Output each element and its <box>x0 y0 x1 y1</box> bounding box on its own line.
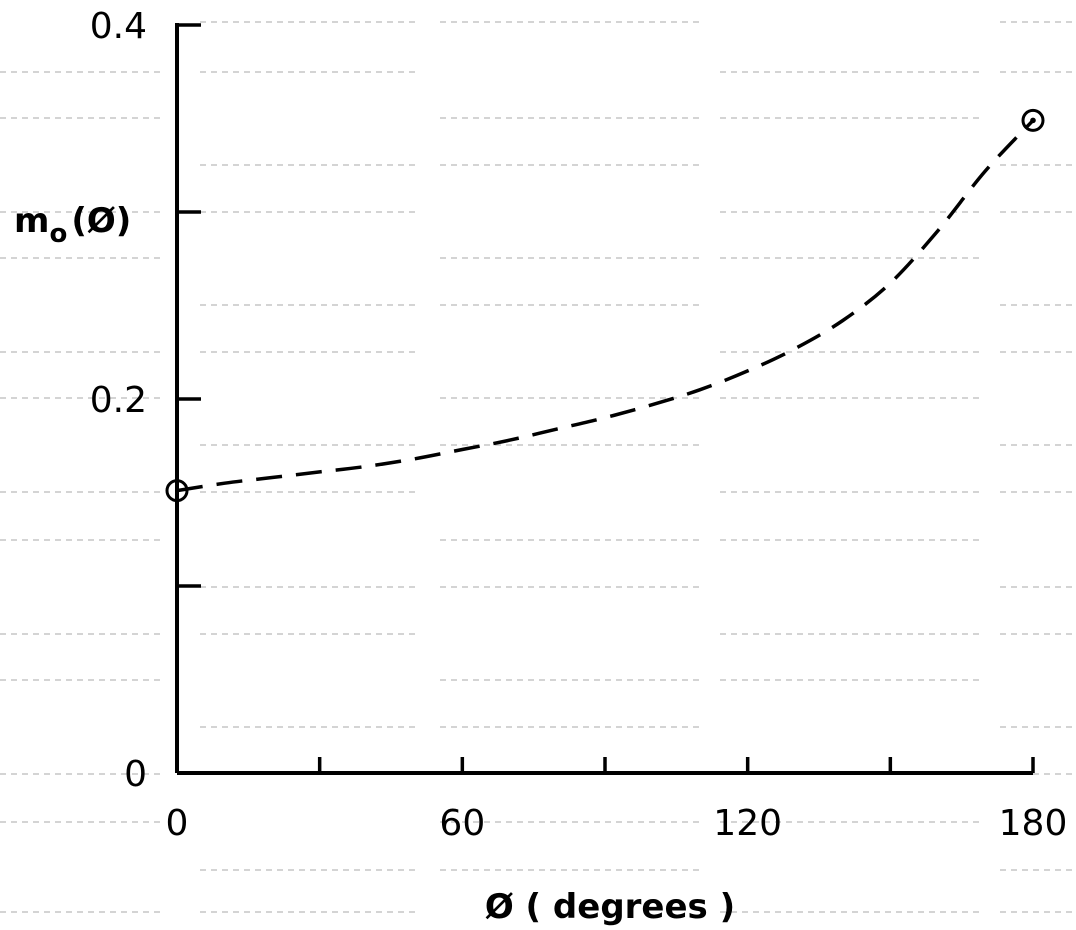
x-tick-label: 60 <box>439 803 485 844</box>
axis-labels: Ø ( degrees ) mo (Ø) <box>14 201 735 927</box>
series-line <box>176 119 1035 493</box>
ticks: 0 60 120 180 0 0.2 0.4 <box>90 6 1068 844</box>
series <box>176 119 1035 493</box>
x-axis-label: Ø ( degrees ) <box>485 887 735 927</box>
x-tick-label: 120 <box>713 803 782 844</box>
scan-noise <box>0 21 1076 913</box>
x-tick-label: 0 <box>166 803 189 844</box>
y-tick-label: 0 <box>124 754 147 795</box>
y-axis-label-sub: o <box>49 219 67 249</box>
x-tick-label: 180 <box>999 803 1068 844</box>
y-axis-label-main: m <box>14 201 49 241</box>
y-tick-label: 0.4 <box>90 6 147 47</box>
markers <box>165 108 1045 503</box>
y-tick-label: 0.2 <box>90 380 147 421</box>
data-point-marker <box>165 479 189 503</box>
y-axis-label-arg: (Ø) <box>71 201 131 241</box>
y-axis-label: mo (Ø) <box>14 201 131 249</box>
data-point-marker <box>1021 108 1045 132</box>
